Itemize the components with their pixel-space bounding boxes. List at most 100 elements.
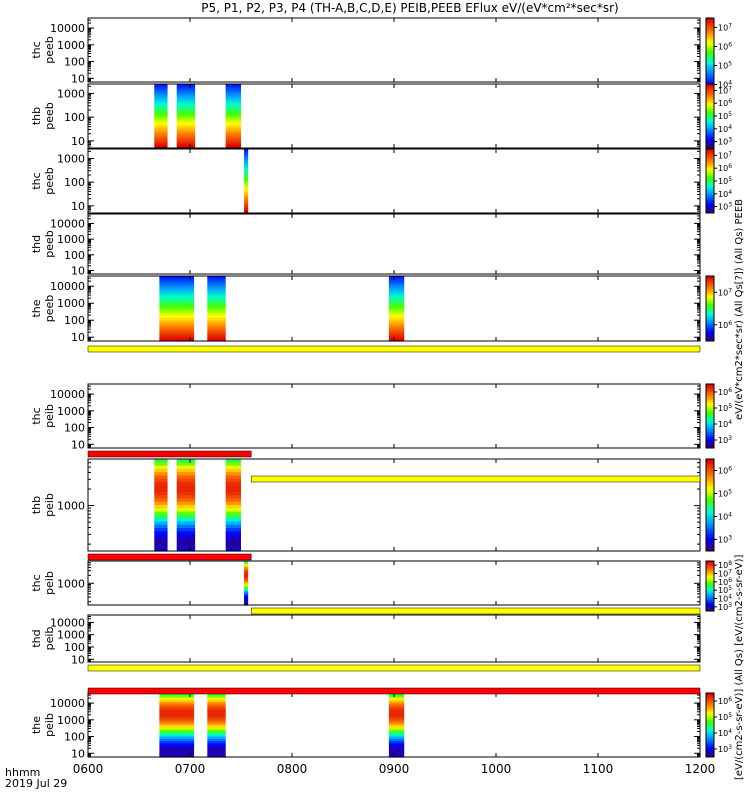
spectrogram-cell [244,590,249,594]
spectrogram-cell [225,544,241,549]
spectrogram-cell [388,276,405,279]
colorbar-swatch [706,334,714,337]
spectrogram-cell [388,702,405,706]
spectrogram-cell [207,320,226,324]
spectrogram-cell [154,498,168,503]
colorbar-swatch [706,205,714,208]
spectrogram-cell [244,562,249,565]
spectrogram-cell [388,736,405,740]
spectrogram-cell [176,120,196,124]
spectrogram-cell [225,125,241,129]
spectrogram-cell [388,729,405,733]
spectrogram-cell [388,331,405,335]
spectrogram-cell [388,310,405,314]
spectrogram-cell [176,125,196,129]
spectrogram-cell [154,95,168,99]
colorbar-swatch [706,179,714,182]
colorbar-swatch [706,395,714,398]
spectrogram-cell [388,699,405,703]
spectrogram-cell [154,143,168,147]
spectrogram-cell [207,754,226,758]
colorbar-swatch [706,475,714,478]
spectrogram-cell [159,727,195,731]
spectrogram-cell [159,752,195,756]
spectrogram-cell [154,478,168,483]
y-axis-label: thb [30,107,43,125]
colorbar-tick-label: 105 [718,403,732,413]
y-axis-label: thc [30,172,43,189]
colorbar-swatch [706,477,714,481]
spectrogram-interval [225,459,241,552]
spectrogram-cell [176,136,196,140]
spectrogram-interval [244,561,249,606]
y-tick-label: 100 [64,641,85,654]
y-tick-label: 10 [71,265,85,278]
colorbar-swatch [706,211,714,214]
colorbar-swatch [706,336,714,339]
panel-frame [87,213,701,275]
colorbar-swatch [706,493,714,497]
colorbar-swatch [706,106,714,109]
spectrogram-cell [244,174,249,178]
spectrogram-cell [244,190,249,194]
spectrogram-cell [244,594,249,597]
colorbar-swatch [706,725,714,728]
spectrogram-cell [244,575,249,578]
spectrogram-cell [207,289,226,293]
colorbar-swatch [706,18,714,21]
quality-bar [87,687,701,695]
y-tick-label: 1000 [57,152,85,165]
colorbar-tick-label: 103 [718,202,732,212]
spectrogram-cell [225,127,241,131]
spectrogram-cell [176,459,196,463]
spectrogram-cell [388,706,405,710]
spectrogram-cell [225,468,241,473]
spectrogram-cell [176,118,196,122]
colorbar-swatch [706,184,714,187]
colorbar-swatch [706,525,714,529]
spectrogram-cell [225,90,241,94]
colorbar-swatch [706,697,714,700]
colorbar-swatch [706,601,714,603]
spectrogram-interval [159,693,195,758]
spectrogram-cell [154,141,168,145]
spectrogram-cell [244,178,249,182]
spectrogram-cell [225,501,241,506]
spectrogram-cell [159,294,195,298]
colorbar-swatch [706,85,714,88]
spectrogram-cell [159,715,195,719]
spectrogram-cell [388,301,405,305]
colorbar-swatch [706,157,714,160]
x-tick-label: 0900 [379,762,410,776]
colorbar-swatch [706,430,714,433]
quality-bar [87,345,701,353]
colorbar-swatch [706,158,714,161]
spectrogram-cell [225,547,241,552]
colorbar-swatch [706,427,714,430]
colorbar-swatch [706,324,714,327]
spectrogram-cell [388,315,405,319]
panel-the-peib: 10 100 1000 10000 the peib 103 104 105 106 [30,692,732,760]
spectrogram-cell [207,315,226,319]
spectrogram-cell [159,324,195,328]
colorbar-swatch [706,87,714,90]
spectrogram-cell [225,84,241,87]
y-tick-label: 10 [71,135,85,148]
y-tick-label: 10000 [50,616,85,629]
spectrogram-cell [159,336,195,340]
colorbar-swatch [706,428,714,431]
spectrogram-cell [388,287,405,291]
colorbar-swatch [706,100,714,103]
spectrogram-cell [154,116,168,119]
colorbar-swatch [706,390,714,393]
spectrogram-cell [225,138,241,142]
colorbar-swatch [706,507,714,511]
spectrogram-cell [388,336,405,340]
spectrogram-cell [207,729,226,733]
colorbar-swatch [706,90,714,93]
spectrogram-cell [244,584,249,587]
spectrogram-cell [159,743,195,747]
spectrogram-cell [176,547,196,552]
colorbar-swatch [706,406,714,409]
colorbar-swatch [706,75,714,78]
